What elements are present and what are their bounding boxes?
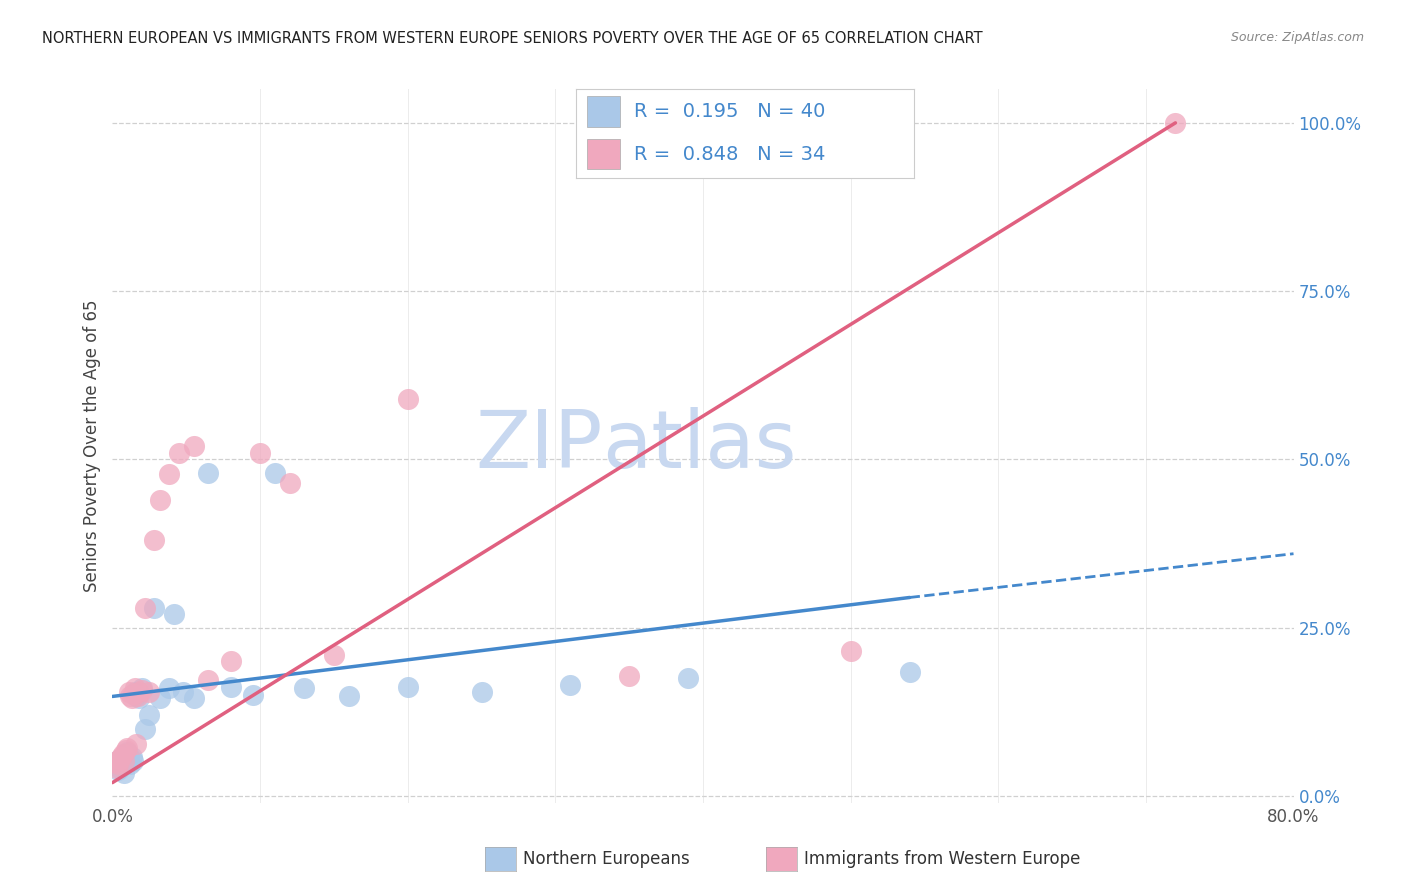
- Point: [167, 446, 190, 460]
- Point: [219, 680, 242, 694]
- Point: [122, 754, 145, 768]
- Point: [619, 669, 641, 683]
- Point: [112, 765, 135, 780]
- Point: [396, 392, 419, 406]
- Point: [108, 752, 131, 766]
- Text: Immigrants from Western Europe: Immigrants from Western Europe: [804, 850, 1081, 868]
- Point: [134, 600, 156, 615]
- Point: [898, 665, 921, 679]
- Point: [127, 690, 149, 704]
- Point: [118, 684, 141, 698]
- Point: [138, 684, 160, 698]
- Point: [111, 754, 134, 768]
- Point: [134, 722, 156, 736]
- Point: [125, 737, 148, 751]
- FancyBboxPatch shape: [586, 96, 620, 127]
- Point: [396, 680, 419, 694]
- Point: [124, 681, 146, 696]
- Point: [558, 678, 582, 692]
- Point: [105, 758, 128, 772]
- Point: [120, 690, 142, 704]
- Point: [114, 743, 136, 757]
- Point: [138, 708, 160, 723]
- Point: [292, 681, 315, 696]
- Point: [121, 750, 143, 764]
- Point: [678, 671, 700, 685]
- Point: [104, 756, 127, 770]
- Text: NORTHERN EUROPEAN VS IMMIGRANTS FROM WESTERN EUROPE SENIORS POVERTY OVER THE AGE: NORTHERN EUROPEAN VS IMMIGRANTS FROM WES…: [42, 31, 983, 46]
- Text: Northern Europeans: Northern Europeans: [523, 850, 690, 868]
- Point: [197, 673, 219, 688]
- Point: [105, 761, 128, 775]
- Point: [839, 644, 862, 658]
- Text: atlas: atlas: [603, 407, 797, 485]
- Point: [117, 745, 138, 759]
- Point: [122, 687, 145, 701]
- Point: [107, 756, 129, 771]
- Point: [142, 600, 165, 615]
- Point: [110, 756, 132, 771]
- Point: [1164, 116, 1187, 130]
- Point: [128, 684, 150, 698]
- Point: [120, 756, 142, 771]
- Point: [278, 476, 301, 491]
- Point: [104, 756, 127, 770]
- Point: [131, 681, 153, 696]
- Point: [183, 691, 205, 706]
- FancyBboxPatch shape: [586, 139, 620, 169]
- Point: [337, 690, 360, 704]
- Point: [111, 747, 134, 762]
- Point: [197, 466, 219, 480]
- Point: [118, 748, 141, 763]
- Point: [110, 750, 132, 764]
- Point: [121, 691, 143, 706]
- Point: [125, 690, 148, 704]
- Point: [264, 466, 287, 480]
- Point: [124, 684, 146, 698]
- Point: [249, 446, 271, 460]
- Point: [157, 467, 180, 482]
- Point: [470, 684, 494, 698]
- Point: [149, 492, 172, 507]
- Text: Source: ZipAtlas.com: Source: ZipAtlas.com: [1230, 31, 1364, 45]
- Point: [131, 682, 153, 697]
- Point: [108, 761, 131, 775]
- Point: [172, 684, 194, 698]
- Point: [112, 750, 135, 764]
- Point: [128, 691, 150, 706]
- Point: [127, 687, 149, 701]
- Point: [163, 607, 186, 622]
- Point: [114, 747, 136, 762]
- Point: [117, 752, 138, 766]
- Point: [107, 764, 129, 778]
- Point: [157, 681, 180, 696]
- Text: R =  0.848   N = 34: R = 0.848 N = 34: [634, 145, 825, 164]
- Point: [149, 691, 172, 706]
- Text: R =  0.195   N = 40: R = 0.195 N = 40: [634, 102, 825, 121]
- Point: [323, 648, 346, 662]
- Point: [117, 740, 138, 755]
- Point: [142, 533, 165, 548]
- Point: [219, 655, 242, 669]
- Text: ZIP: ZIP: [475, 407, 603, 485]
- Y-axis label: Seniors Poverty Over the Age of 65: Seniors Poverty Over the Age of 65: [83, 300, 101, 592]
- Point: [242, 688, 264, 702]
- Point: [108, 752, 131, 766]
- Point: [112, 754, 135, 768]
- Point: [183, 439, 205, 453]
